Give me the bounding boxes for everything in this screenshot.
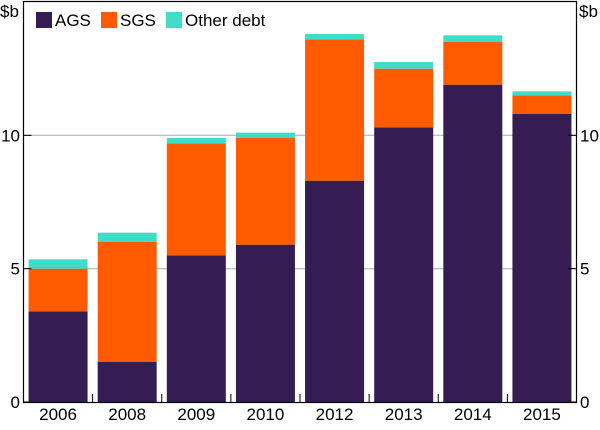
bar-sgs-2013 <box>374 68 434 128</box>
y-tick-label-right: 5 <box>580 260 589 279</box>
bar-ags-2014 <box>443 84 503 403</box>
bar-ags-2012 <box>305 180 365 402</box>
x-tick-label: 2014 <box>454 405 492 424</box>
bar-ags-2013 <box>374 127 434 402</box>
bar-sgs-2009 <box>166 143 226 256</box>
bar-ags-2009 <box>166 255 226 402</box>
bar-ags-2010 <box>235 244 295 402</box>
legend-label: SGS <box>120 11 156 30</box>
bar-sgs-2012 <box>305 39 365 181</box>
x-tick-label: 2015 <box>523 405 561 424</box>
y-tick-label-right: 10 <box>580 126 599 145</box>
legend-swatch-other-debt <box>166 12 182 28</box>
bar-other-debt-2014 <box>443 35 503 42</box>
bar-ags-2008 <box>97 362 157 402</box>
bar-sgs-2006 <box>28 268 88 312</box>
x-tick-label: 2009 <box>177 405 215 424</box>
bar-other-debt-2008 <box>97 232 157 242</box>
legend-swatch-ags <box>36 12 52 28</box>
x-tick-label: 2013 <box>385 405 423 424</box>
y-tick-label-left: 0 <box>11 393 20 412</box>
legend-swatch-sgs <box>101 12 117 28</box>
bar-sgs-2014 <box>443 42 503 85</box>
y-tick-label-right: 0 <box>580 393 589 412</box>
bar-other-debt-2009 <box>166 138 226 144</box>
legend: AGS SGS Other debt <box>36 11 266 30</box>
plot-frame <box>22 0 578 404</box>
bar-other-debt-2010 <box>235 132 295 138</box>
bar-sgs-2008 <box>97 242 157 362</box>
y-tick-label-left: 10 <box>1 126 20 145</box>
x-tick-label: 2006 <box>39 405 77 424</box>
bar-ags-2015 <box>512 114 572 402</box>
bar-other-debt-2006 <box>28 259 88 269</box>
bar-ags-2006 <box>28 311 88 402</box>
bar-other-debt-2012 <box>305 34 365 40</box>
legend-label: Other debt <box>185 11 266 30</box>
x-tick-label: 2012 <box>316 405 354 424</box>
bar-sgs-2015 <box>512 95 572 114</box>
bar-sgs-2010 <box>235 138 295 245</box>
bar-other-debt-2013 <box>374 62 434 69</box>
bar-other-debt-2015 <box>512 91 572 96</box>
x-tick-label: 2008 <box>108 405 146 424</box>
legend-label: AGS <box>55 11 91 30</box>
x-tick-label: 2010 <box>247 405 285 424</box>
y-tick-label-left: 5 <box>11 260 20 279</box>
y-axis-label-right: $b <box>579 2 598 21</box>
y-axis-label-left: $b <box>0 2 19 21</box>
